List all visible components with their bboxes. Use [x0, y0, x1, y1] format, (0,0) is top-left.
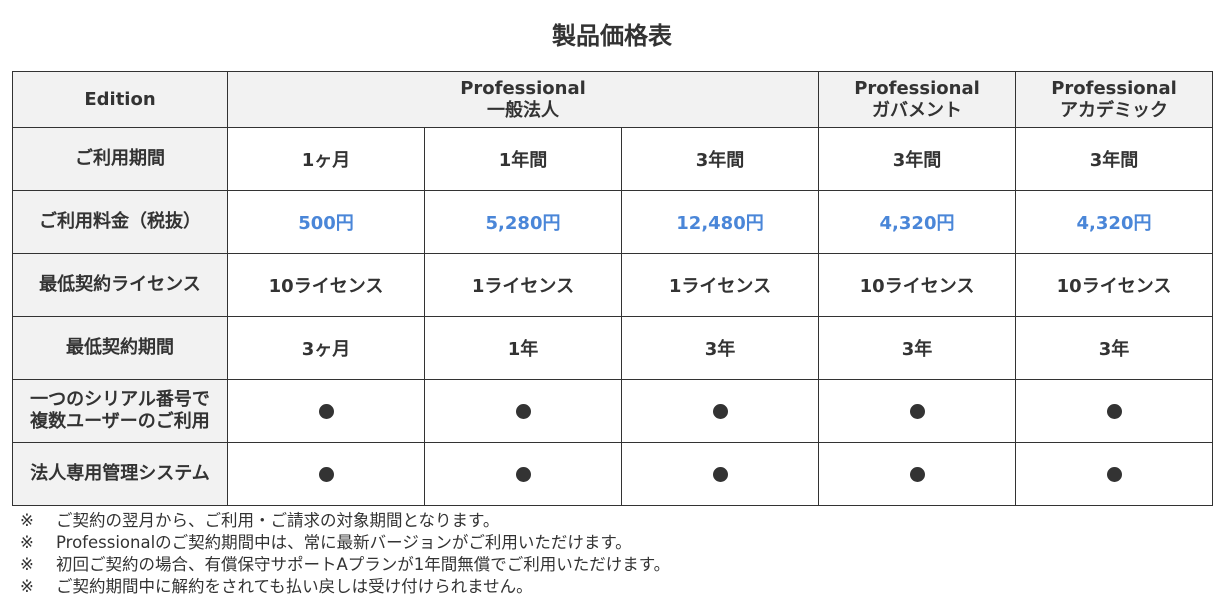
row-label-line2: 複数ユーザーのご利用 [30, 411, 210, 432]
table-row-min-term: 最低契約期間 3ヶ月 1年 3年 3年 3年 [12, 316, 1213, 380]
row-label-management: 法人専用管理システム [12, 442, 228, 506]
cell-min-term: 3ヶ月 [227, 316, 425, 380]
note-text: 初回ご契約の場合、有償保守サポートAプランが1年間無償でご利用いただけます。 [56, 555, 671, 574]
cell-multi-user [621, 379, 819, 443]
cell-management [818, 442, 1016, 506]
available-dot-icon [318, 467, 334, 482]
cell-period: 3年間 [1015, 127, 1213, 191]
cell-min-license: 10ライセンス [227, 253, 425, 317]
cell-price: 4,320円 [1015, 190, 1213, 254]
table-row-multi-user: 一つのシリアル番号で 複数ユーザーのご利用 [12, 379, 1213, 443]
row-label-min-license: 最低契約ライセンス [12, 253, 228, 317]
row-label-period: ご利用期間 [12, 127, 228, 191]
note-mark: ※ [20, 555, 34, 574]
available-dot-icon [712, 404, 728, 419]
available-dot-icon [909, 467, 925, 482]
cell-period: 3年間 [621, 127, 819, 191]
column-header-government: Professional ガバメント [818, 71, 1016, 128]
cell-price: 500円 [227, 190, 425, 254]
row-label-line1: 一つのシリアル番号で [30, 389, 210, 410]
cell-management [227, 442, 425, 506]
cell-min-license: 10ライセンス [818, 253, 1016, 317]
cell-management [1015, 442, 1213, 506]
available-dot-icon [712, 467, 728, 482]
column-header-line2: 一般法人 [487, 99, 559, 121]
column-header-line2: ガバメント [872, 99, 962, 121]
cell-min-term: 3年 [818, 316, 1016, 380]
cell-price: 5,280円 [424, 190, 622, 254]
column-header-line1: Professional [1051, 77, 1177, 99]
table-row-management: 法人専用管理システム [12, 442, 1213, 506]
price-table: Edition Professional 一般法人 Professional ガ… [12, 71, 1213, 506]
column-header-general: Professional 一般法人 [227, 71, 819, 128]
cell-period: 1年間 [424, 127, 622, 191]
note-mark: ※ [20, 577, 34, 596]
table-row-min-license: 最低契約ライセンス 10ライセンス 1ライセンス 1ライセンス 10ライセンス … [12, 253, 1213, 317]
note-text: ご契約期間中に解約をされても払い戻しは受け付けられません。 [56, 577, 533, 596]
cell-price: 4,320円 [818, 190, 1016, 254]
note-item: ※ Professionalのご契約期間中は、常に最新バージョンがご利用いただけ… [20, 532, 1210, 554]
note-mark: ※ [20, 533, 34, 552]
available-dot-icon [318, 404, 334, 419]
cell-min-term: 3年 [1015, 316, 1213, 380]
note-item: ※ ご契約期間中に解約をされても払い戻しは受け付けられません。 [20, 576, 1210, 598]
note-item: ※ 初回ご契約の場合、有償保守サポートAプランが1年間無償でご利用いただけます。 [20, 554, 1210, 576]
row-label-price: ご利用料金（税抜） [12, 190, 228, 254]
column-header-line1: Professional [854, 77, 980, 99]
page-title: 製品価格表 [552, 22, 672, 50]
cell-multi-user [424, 379, 622, 443]
cell-management [424, 442, 622, 506]
note-text: Professionalのご契約期間中は、常に最新バージョンがご利用いただけます… [56, 533, 632, 552]
available-dot-icon [515, 467, 531, 482]
cell-min-license: 1ライセンス [621, 253, 819, 317]
cell-management [621, 442, 819, 506]
cell-multi-user [227, 379, 425, 443]
available-dot-icon [909, 404, 925, 419]
row-label-multi-user: 一つのシリアル番号で 複数ユーザーのご利用 [12, 379, 228, 443]
available-dot-icon [1106, 404, 1122, 419]
column-header-line1: Professional [460, 77, 586, 99]
notes-list: ※ ご契約の翌月から、ご利用・ご請求の対象期間となります。 ※ Professi… [20, 510, 1210, 598]
available-dot-icon [1106, 467, 1122, 482]
row-label-min-term: 最低契約期間 [12, 316, 228, 380]
cell-multi-user [818, 379, 1016, 443]
cell-period: 1ヶ月 [227, 127, 425, 191]
cell-period: 3年間 [818, 127, 1016, 191]
cell-min-term: 1年 [424, 316, 622, 380]
note-text: ご契約の翌月から、ご利用・ご請求の対象期間となります。 [56, 511, 500, 530]
header-row: Edition Professional 一般法人 Professional ガ… [12, 71, 1213, 128]
column-header-line2: アカデミック [1060, 99, 1168, 121]
cell-min-term: 3年 [621, 316, 819, 380]
column-header-academic: Professional アカデミック [1015, 71, 1213, 128]
edition-header: Edition [12, 71, 228, 128]
note-mark: ※ [20, 511, 34, 530]
cell-min-license: 10ライセンス [1015, 253, 1213, 317]
note-item: ※ ご契約の翌月から、ご利用・ご請求の対象期間となります。 [20, 510, 1210, 532]
cell-min-license: 1ライセンス [424, 253, 622, 317]
table-row-period: ご利用期間 1ヶ月 1年間 3年間 3年間 3年間 [12, 127, 1213, 191]
cell-multi-user [1015, 379, 1213, 443]
table-row-price: ご利用料金（税抜） 500円 5,280円 12,480円 4,320円 4,3… [12, 190, 1213, 254]
cell-price: 12,480円 [621, 190, 819, 254]
available-dot-icon [515, 404, 531, 419]
